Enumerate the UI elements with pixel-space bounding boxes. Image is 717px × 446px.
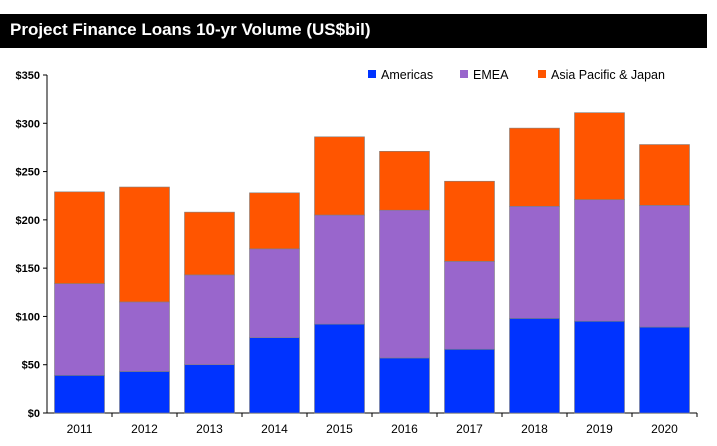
x-tick-label: 2011 [67, 422, 93, 436]
legend: Americas EMEA Asia Pacific & Japan [368, 68, 665, 82]
bar-segment-americas [574, 320, 625, 414]
x-tick-label: 2017 [456, 422, 483, 436]
bar-segment-americas [509, 318, 560, 414]
bar-segment-americas [184, 364, 235, 414]
bar-segment-americas [314, 323, 365, 414]
y-tick-label: $50 [22, 360, 40, 372]
bar-segment-asia-pacific-japan [184, 211, 235, 276]
bar-segment-emea [119, 301, 170, 372]
y-tick-label: $150 [16, 263, 40, 275]
bar-segment-americas [119, 371, 170, 414]
y-axis: $0 $50 $100 $150 $200 $250 $300 $350 [16, 70, 48, 420]
x-tick-label: 2018 [521, 422, 548, 436]
bar-segment-emea [639, 205, 690, 328]
x-axis: 2011 2012 2013 2014 2015 2016 2017 2018 2019 2020 [47, 412, 698, 436]
bar-segment-americas [379, 357, 430, 414]
y-tick-label: $100 [16, 311, 40, 323]
bar-segment-asia-pacific-japan [119, 186, 170, 303]
x-tick-label: 2016 [391, 422, 418, 436]
y-tick-label: $350 [16, 70, 40, 82]
chart-title-bar: Project Finance Loans 10-yr Volume (US$b… [0, 14, 707, 48]
legend-swatch [368, 70, 376, 78]
bar-segment-asia-pacific-japan [444, 180, 495, 262]
bar-segment-emea [444, 261, 495, 350]
bar-segment-americas [639, 326, 690, 414]
bar-segment-emea [184, 274, 235, 366]
bar-segment-emea [54, 283, 105, 376]
legend-label: EMEA [473, 68, 509, 82]
legend-label: Asia Pacific & Japan [551, 68, 665, 82]
bar-segment-emea [249, 248, 300, 338]
x-tick-label: 2014 [261, 422, 288, 436]
legend-swatch [460, 70, 468, 78]
bar-segment-asia-pacific-japan [249, 192, 300, 250]
bar-segment-asia-pacific-japan [314, 136, 365, 216]
bar-segment-emea [379, 209, 430, 359]
bar-segment-americas [249, 337, 300, 414]
bar-segment-emea [509, 206, 560, 319]
x-tick-label: 2015 [326, 422, 353, 436]
x-tick-label: 2013 [196, 422, 223, 436]
x-tick-label: 2012 [131, 422, 158, 436]
y-tick-label: $300 [16, 118, 40, 130]
bar-segment-asia-pacific-japan [574, 112, 625, 200]
x-tick-label: 2020 [651, 422, 678, 436]
bar-segment-emea [314, 214, 365, 325]
bar-segment-asia-pacific-japan [379, 150, 430, 211]
y-tick-label: $250 [16, 167, 40, 179]
bar-segment-asia-pacific-japan [509, 127, 560, 207]
bar-segment-americas [444, 348, 495, 414]
legend-swatch [538, 70, 546, 78]
bar-segment-asia-pacific-japan [54, 191, 105, 284]
bar-segment-asia-pacific-japan [639, 144, 690, 206]
y-tick-label: $0 [28, 408, 40, 420]
y-tick-label: $200 [16, 215, 40, 227]
bar-segment-emea [574, 199, 625, 322]
x-tick-label: 2019 [586, 422, 613, 436]
legend-label: Americas [381, 68, 433, 82]
chart-title: Project Finance Loans 10-yr Volume (US$b… [10, 20, 371, 39]
bar-segment-americas [54, 375, 105, 414]
bars [54, 112, 690, 414]
